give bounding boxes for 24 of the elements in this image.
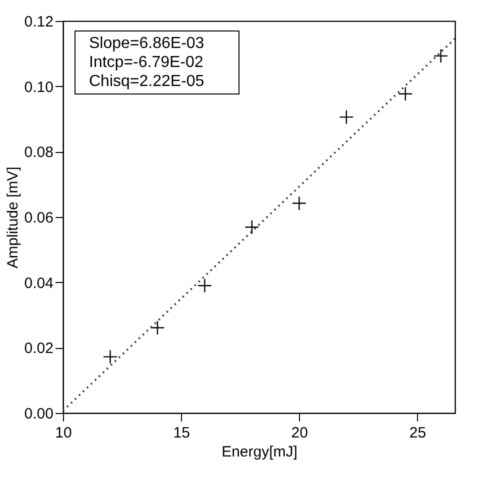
x-tick-label: 15 (173, 424, 190, 442)
y-tick-label: 0.04 (24, 274, 54, 292)
y-tick-label: 0.00 (24, 406, 54, 422)
x-tick-label: 10 (55, 424, 72, 442)
y-tick-label: 0.08 (24, 144, 54, 162)
y-tick-label: 0.12 (24, 14, 54, 30)
y-tick-label: 0.02 (24, 340, 54, 358)
point (434, 48, 448, 64)
point (339, 110, 354, 124)
point (398, 86, 413, 102)
annotation: Slope=6.86E-03 (89, 35, 204, 52)
x-tick-label: 20 (291, 424, 308, 442)
x-tick-label: 25 (409, 424, 426, 442)
point (197, 278, 212, 293)
y-tick-label: 0.06 (24, 210, 54, 226)
annotation: Intcp=-6.79E-02 (89, 54, 204, 71)
point (150, 320, 165, 336)
x-axis-title: Energy[mJ] (222, 444, 298, 460)
point (244, 220, 260, 234)
y-axis-title: Amplitude [mV] (4, 166, 22, 268)
annotation: Chisq=2.22E-05 (89, 73, 204, 90)
point (292, 196, 306, 211)
y-tick-label: 0.10 (24, 78, 54, 96)
point (102, 350, 118, 364)
